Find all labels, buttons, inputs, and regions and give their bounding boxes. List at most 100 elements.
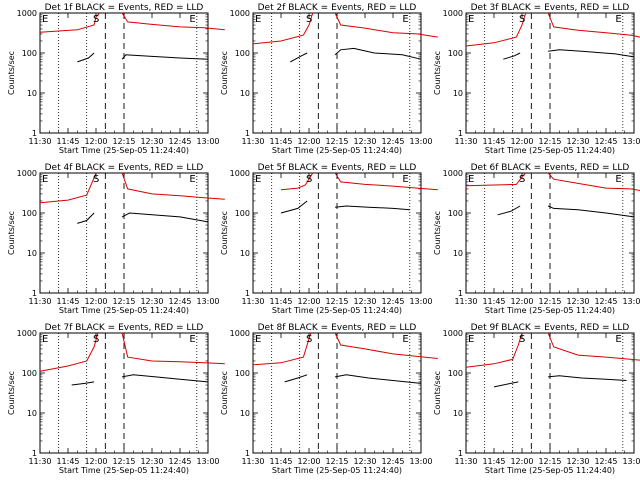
region-label-e-left: E [42, 334, 48, 345]
lld-series-line [334, 172, 438, 191]
x-tick-label: 11:30 [241, 297, 264, 306]
events-series-line [77, 212, 95, 224]
x-tick-label: 11:45 [269, 137, 292, 146]
events-series-line [335, 374, 422, 384]
y-tick-label: 1000 [443, 169, 463, 178]
panel-det-1: Det 1f BLACK = Events, RED = LLD 1 10 100 10… [7, 3, 225, 155]
x-tick-label: 12:30 [140, 297, 163, 306]
region-label-e-right: E [615, 334, 621, 345]
x-tick-label: 12:45 [594, 457, 617, 466]
x-tick-label: 12:45 [381, 297, 404, 306]
x-tick-label: 13:00 [409, 457, 432, 466]
x-axis-label: Start Time (25-Sep-05 11:24:40) [485, 466, 615, 475]
panel-det-4: Det 4f BLACK = Events, RED = LLD 1 10 100 10… [7, 163, 225, 315]
x-tick-label: 12:00 [84, 297, 107, 306]
y-tick-label: 1000 [17, 329, 37, 338]
panel-title: Det 2f BLACK = Events, RED = LLD [258, 3, 417, 13]
region-label-s: S [306, 174, 312, 185]
y-tick-label: 100 [235, 209, 250, 218]
region-label-s: S [93, 14, 99, 25]
x-tick-label: 12:15 [112, 297, 135, 306]
lld-series-line [334, 12, 438, 38]
x-tick-label: 11:45 [269, 297, 292, 306]
lld-series-line [121, 12, 225, 31]
x-tick-label: 12:15 [112, 457, 135, 466]
lld-series-line [465, 172, 527, 187]
x-tick-label: 12:45 [168, 137, 191, 146]
region-label-e-left: E [42, 174, 48, 185]
x-tick-label: 11:45 [482, 137, 505, 146]
region-label-s: S [93, 174, 99, 185]
events-series-line [548, 375, 627, 381]
events-series-line [121, 212, 209, 223]
panel-det-9: Det 9f BLACK = Events, RED = LLD 1 10 100 10… [433, 323, 640, 475]
x-tick-label: 11:30 [454, 457, 477, 466]
x-tick-label: 12:15 [325, 457, 348, 466]
x-axis-label: Start Time (25-Sep-05 11:24:40) [485, 306, 615, 315]
x-tick-label: 12:45 [381, 457, 404, 466]
lld-series-line [547, 172, 640, 192]
lld-series-line [121, 332, 225, 365]
y-tick-label: 1000 [230, 169, 250, 178]
x-axis-label: Start Time (25-Sep-05 11:24:40) [59, 306, 189, 315]
x-tick-label: 11:45 [56, 137, 79, 146]
x-tick-label: 12:30 [353, 457, 376, 466]
y-tick-label: 1 [458, 289, 463, 298]
panel-det-3: Det 3f BLACK = Events, RED = LLD 1 10 100 10… [433, 3, 640, 155]
events-series-line [334, 47, 422, 60]
y-tick-label: 10 [453, 249, 463, 258]
y-tick-label: 100 [448, 209, 463, 218]
y-tick-label: 100 [448, 49, 463, 58]
x-tick-label: 12:00 [510, 137, 533, 146]
events-series-line [280, 200, 308, 214]
x-tick-label: 13:00 [196, 297, 219, 306]
x-tick-label: 12:30 [140, 457, 163, 466]
y-tick-label: 100 [235, 369, 250, 378]
events-series-line [548, 49, 635, 58]
x-tick-label: 12:45 [594, 137, 617, 146]
panel-title: Det 3f BLACK = Events, RED = LLD [471, 3, 630, 13]
region-label-e-right: E [402, 14, 408, 25]
region-label-e-left: E [468, 334, 474, 345]
x-tick-label: 12:45 [168, 457, 191, 466]
events-series-line [335, 205, 410, 211]
events-series-line [284, 374, 308, 383]
x-axis-label: Start Time (25-Sep-05 11:24:40) [59, 146, 189, 155]
x-tick-label: 12:00 [84, 457, 107, 466]
y-tick-label: 10 [453, 409, 463, 418]
region-label-e-right: E [189, 14, 195, 25]
y-axis-label: Counts/sec [220, 211, 229, 255]
y-tick-label: 1 [245, 289, 250, 298]
x-tick-label: 13:00 [409, 137, 432, 146]
x-tick-label: 11:30 [454, 297, 477, 306]
x-tick-label: 11:30 [241, 457, 264, 466]
y-axis-label: Counts/sec [7, 371, 16, 415]
region-label-s: S [519, 14, 525, 25]
x-axis-label: Start Time (25-Sep-05 11:24:40) [59, 466, 189, 475]
y-axis-label: Counts/sec [433, 211, 442, 255]
lld-series-line [121, 172, 225, 200]
x-tick-label: 12:30 [353, 137, 376, 146]
region-label-e-left: E [468, 174, 474, 185]
panel-det-6: Det 6f BLACK = Events, RED = LLD 1 10 100 10… [433, 163, 640, 315]
y-tick-label: 100 [448, 369, 463, 378]
y-tick-label: 100 [22, 209, 37, 218]
y-axis-label: Counts/sec [7, 51, 16, 95]
events-series-line [71, 381, 95, 386]
y-tick-label: 10 [240, 89, 250, 98]
y-tick-label: 1 [32, 449, 37, 458]
region-label-e-left: E [255, 14, 261, 25]
y-tick-label: 100 [22, 49, 37, 58]
y-tick-label: 1000 [443, 329, 463, 338]
x-tick-label: 12:15 [538, 457, 561, 466]
x-tick-label: 12:15 [112, 137, 135, 146]
x-tick-label: 12:00 [297, 297, 320, 306]
x-tick-label: 12:00 [510, 297, 533, 306]
x-tick-label: 11:30 [28, 137, 51, 146]
lld-series-line [547, 332, 640, 361]
y-tick-label: 1000 [230, 329, 250, 338]
y-axis-label: Counts/sec [7, 211, 16, 255]
events-series-line [77, 52, 95, 63]
panel-title: Det 8f BLACK = Events, RED = LLD [258, 323, 417, 333]
